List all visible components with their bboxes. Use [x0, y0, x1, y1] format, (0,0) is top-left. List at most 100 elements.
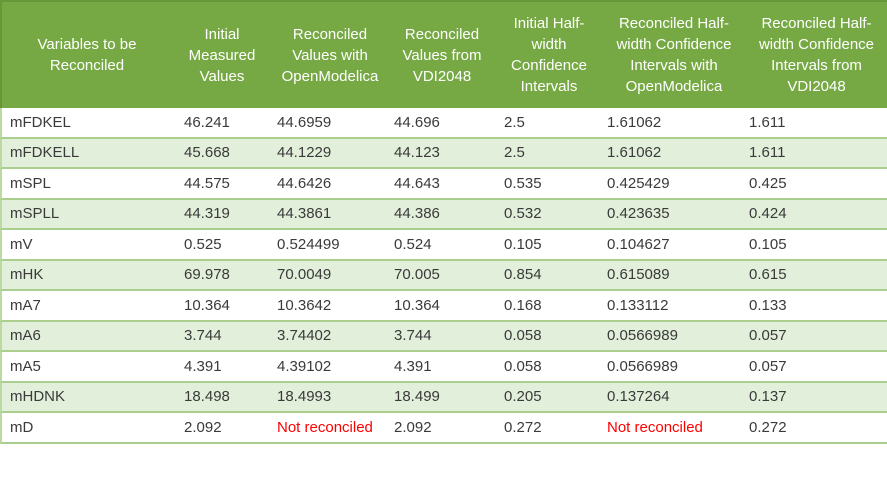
column-header-initial-halfwidth-confidence-intervals: Initial Half-width Confidence Intervals: [496, 0, 602, 108]
variable-name-cell: mSPLL: [0, 199, 172, 230]
value-cell: 0.057: [746, 352, 887, 383]
value-cell: 44.643: [388, 169, 496, 200]
value-cell: 0.424: [746, 199, 887, 230]
table-row-mHDNK: mHDNK 18.498 18.4993 18.499 0.205 0.137264 0.1…: [0, 382, 887, 413]
value-cell: 44.1229: [272, 138, 388, 169]
column-header-reconciled-values-vdi2048: Reconciled Values from VDI2048: [388, 0, 496, 108]
value-cell: 2.5: [496, 138, 602, 169]
value-cell: 0.057: [746, 321, 887, 352]
column-header-reconciled-halfwidth-ci-vdi2048: Reconciled Half-width Confidence Interva…: [746, 0, 887, 108]
value-cell: 46.241: [172, 108, 272, 139]
value-cell: 0.104627: [602, 230, 746, 261]
value-cell: 0.205: [496, 382, 602, 413]
value-cell: 0.532: [496, 199, 602, 230]
variable-name-cell: mD: [0, 413, 172, 444]
table-row-mSPLL: mSPLL 44.319 44.3861 44.386 0.532 0.423635 0.4…: [0, 199, 887, 230]
value-cell: 44.123: [388, 138, 496, 169]
value-cell: Not reconciled: [602, 413, 746, 444]
variable-name-cell: mFDKEL: [0, 108, 172, 139]
value-cell: 2.092: [172, 413, 272, 444]
table-row-mHK: mHK 69.978 70.0049 70.005 0.854 0.615089 0.615: [0, 260, 887, 291]
value-cell: 0.423635: [602, 199, 746, 230]
table-row-mSPL: mSPL 44.575 44.6426 44.643 0.535 0.425429 0.42…: [0, 169, 887, 200]
value-cell: 1.61062: [602, 138, 746, 169]
value-cell: 1.611: [746, 138, 887, 169]
value-cell: 44.319: [172, 199, 272, 230]
value-cell: 0.0566989: [602, 321, 746, 352]
value-cell: 44.696: [388, 108, 496, 139]
value-cell: 0.137: [746, 382, 887, 413]
reconciliation-results-table: Variables to be Reconciled Initial Measur…: [0, 0, 887, 444]
table-body: mFDKEL 46.241 44.6959 44.696 2.5 1.61062 1.611…: [0, 108, 887, 444]
table-row-mA7: mA7 10.364 10.3642 10.364 0.168 0.133112 0.133: [0, 291, 887, 322]
value-cell: 69.978: [172, 260, 272, 291]
value-cell: 0.525: [172, 230, 272, 261]
table-row-mFDKEL: mFDKEL 46.241 44.6959 44.696 2.5 1.61062 1.611: [0, 108, 887, 139]
column-header-reconciled-values-openmodelica: Reconciled Values with OpenModelica: [272, 0, 388, 108]
value-cell: 0.105: [496, 230, 602, 261]
value-cell: 0.272: [496, 413, 602, 444]
value-cell: 1.61062: [602, 108, 746, 139]
value-cell: 44.575: [172, 169, 272, 200]
table-row-mV: mV 0.525 0.524499 0.524 0.105 0.104627 0.105: [0, 230, 887, 261]
value-cell: 0.615: [746, 260, 887, 291]
value-cell: 0.524499: [272, 230, 388, 261]
variable-name-cell: mFDKELL: [0, 138, 172, 169]
value-cell: 4.39102: [272, 352, 388, 383]
value-cell: 0.168: [496, 291, 602, 322]
value-cell: 44.6426: [272, 169, 388, 200]
value-cell: 0.425429: [602, 169, 746, 200]
value-cell: 0.535: [496, 169, 602, 200]
value-cell: 4.391: [388, 352, 496, 383]
value-cell: 4.391: [172, 352, 272, 383]
value-cell: 0.425: [746, 169, 887, 200]
table-row-mA6: mA6 3.744 3.74402 3.744 0.058 0.0566989 0.057: [0, 321, 887, 352]
value-cell: 0.524: [388, 230, 496, 261]
value-cell: 44.386: [388, 199, 496, 230]
value-cell: 0.272: [746, 413, 887, 444]
value-cell: 0.133: [746, 291, 887, 322]
value-cell: 0.0566989: [602, 352, 746, 383]
value-cell: 70.0049: [272, 260, 388, 291]
value-cell: 3.744: [388, 321, 496, 352]
value-cell: 70.005: [388, 260, 496, 291]
variable-name-cell: mA6: [0, 321, 172, 352]
value-cell: 10.364: [388, 291, 496, 322]
value-cell: 2.5: [496, 108, 602, 139]
table-row-mD: mD 2.092 Not reconciled 2.092 0.272 Not recon…: [0, 413, 887, 444]
value-cell: 44.3861: [272, 199, 388, 230]
value-cell: 0.854: [496, 260, 602, 291]
variable-name-cell: mHDNK: [0, 382, 172, 413]
value-cell: Not reconciled: [272, 413, 388, 444]
table-header: Variables to be Reconciled Initial Measur…: [0, 0, 887, 108]
table-row-mFDKELL: mFDKELL 45.668 44.1229 44.123 2.5 1.61062 1.61…: [0, 138, 887, 169]
variable-name-cell: mSPL: [0, 169, 172, 200]
header-row: Variables to be Reconciled Initial Measur…: [0, 0, 887, 108]
value-cell: 2.092: [388, 413, 496, 444]
column-header-reconciled-halfwidth-ci-openmodelica: Reconciled Half-width Confidence Interva…: [602, 0, 746, 108]
variable-name-cell: mA5: [0, 352, 172, 383]
column-header-initial-measured-values: Initial Measured Values: [172, 0, 272, 108]
value-cell: 3.74402: [272, 321, 388, 352]
value-cell: 0.615089: [602, 260, 746, 291]
value-cell: 10.364: [172, 291, 272, 322]
variable-name-cell: mA7: [0, 291, 172, 322]
value-cell: 0.058: [496, 352, 602, 383]
value-cell: 1.611: [746, 108, 887, 139]
value-cell: 0.105: [746, 230, 887, 261]
value-cell: 45.668: [172, 138, 272, 169]
column-header-variables: Variables to be Reconciled: [0, 0, 172, 108]
variable-name-cell: mV: [0, 230, 172, 261]
value-cell: 18.499: [388, 382, 496, 413]
value-cell: 18.498: [172, 382, 272, 413]
value-cell: 0.133112: [602, 291, 746, 322]
value-cell: 0.137264: [602, 382, 746, 413]
variable-name-cell: mHK: [0, 260, 172, 291]
value-cell: 3.744: [172, 321, 272, 352]
value-cell: 0.058: [496, 321, 602, 352]
value-cell: 44.6959: [272, 108, 388, 139]
value-cell: 18.4993: [272, 382, 388, 413]
table-row-mA5: mA5 4.391 4.39102 4.391 0.058 0.0566989 0.057: [0, 352, 887, 383]
value-cell: 10.3642: [272, 291, 388, 322]
